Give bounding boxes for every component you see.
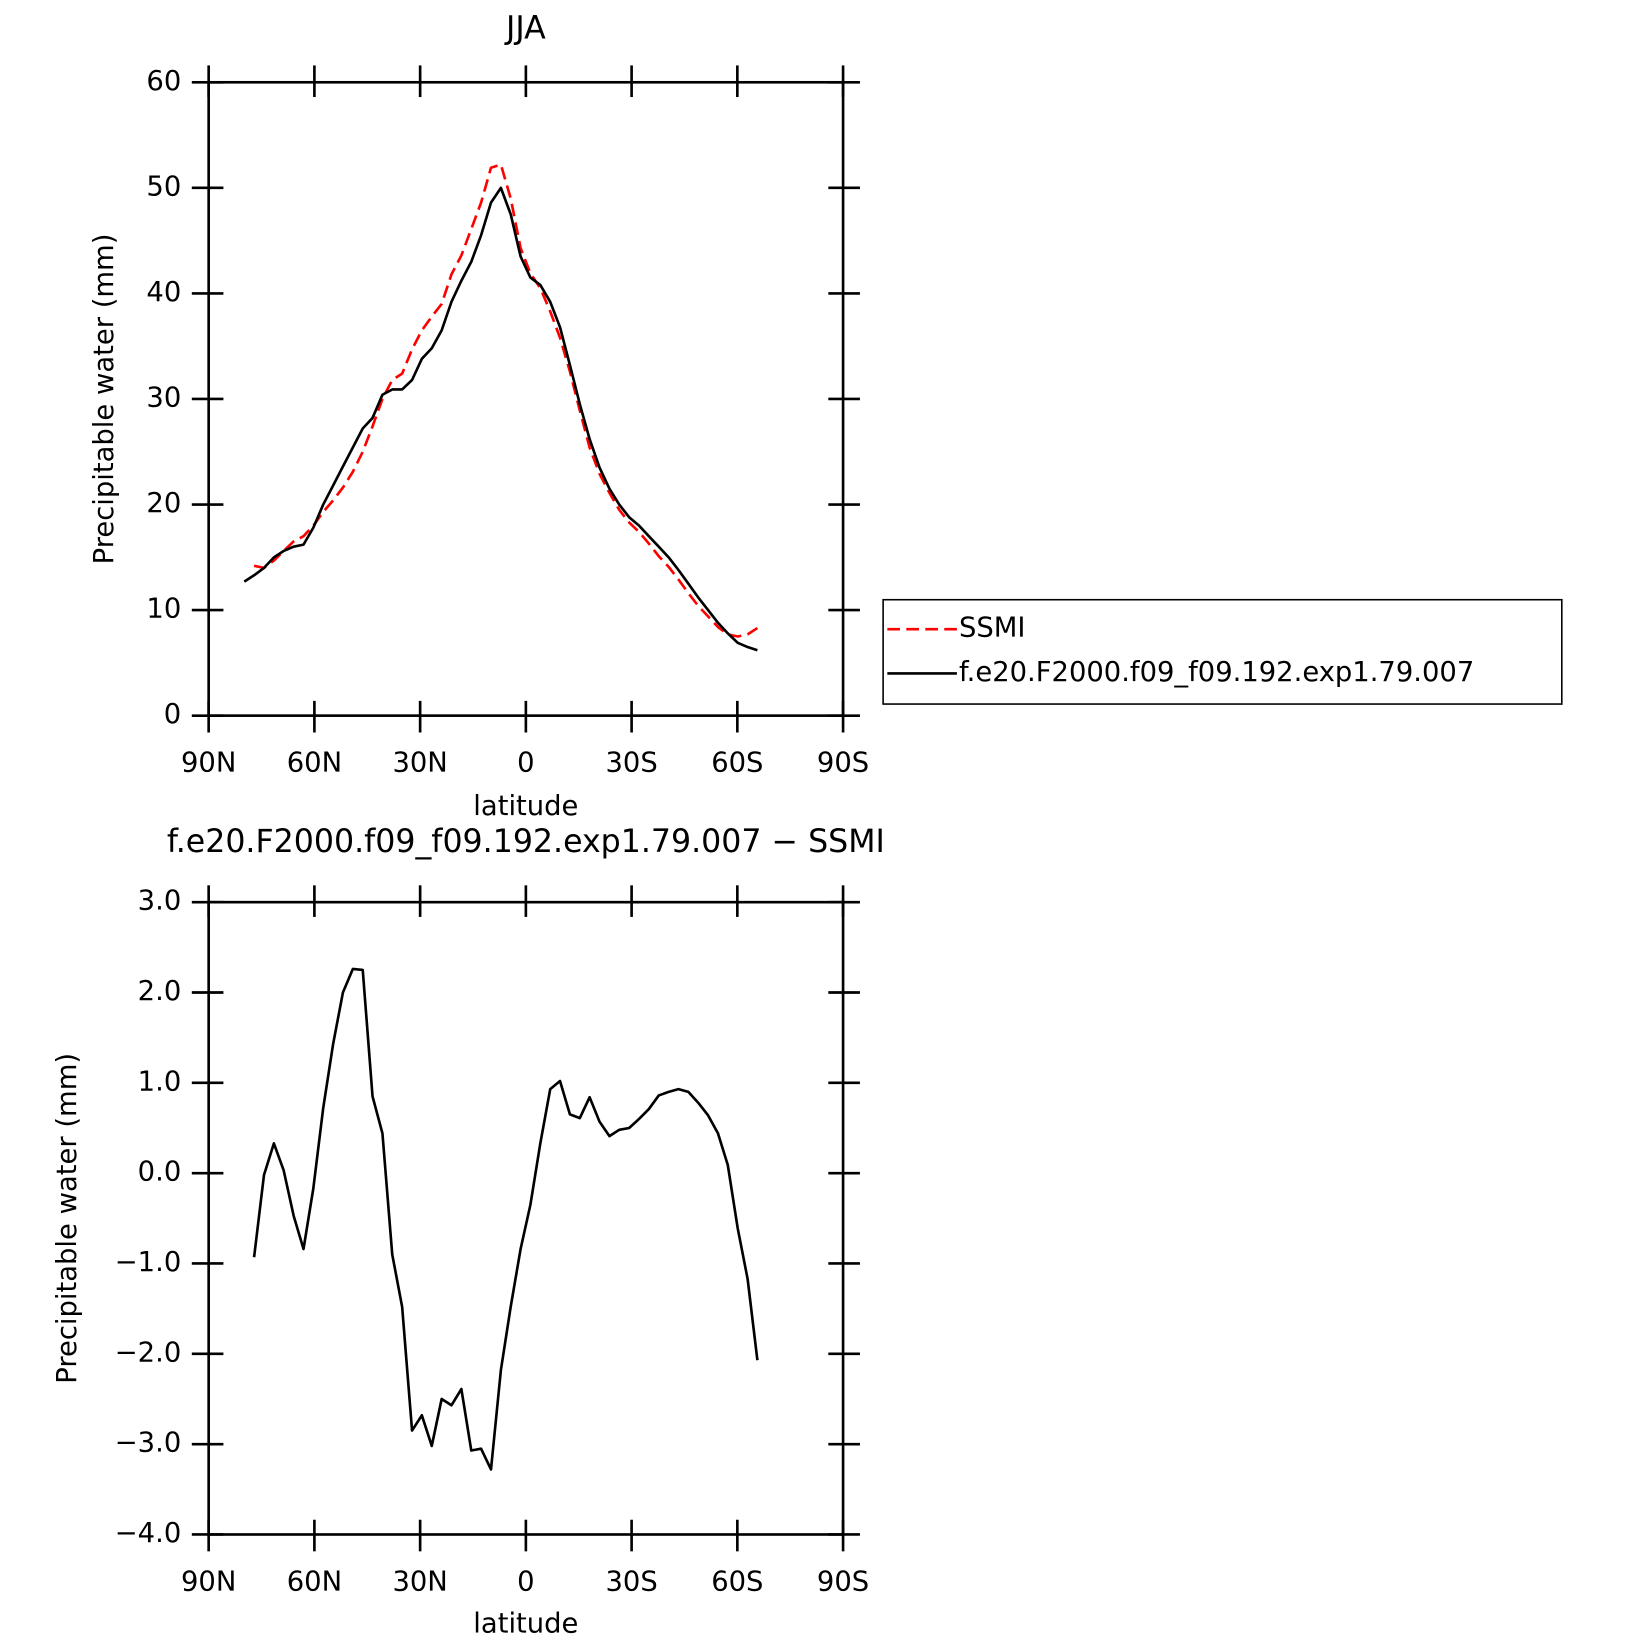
y-tick-label: 1.0 (138, 1066, 182, 1097)
x-tick-label: 30S (605, 748, 657, 779)
y-tick-label: 2.0 (138, 976, 182, 1007)
y-tick-label: −3.0 (115, 1428, 182, 1459)
legend-label: f.e20.F2000.f09_f09.192.exp1.79.007 (959, 657, 1474, 688)
x-tick-label: 60S (711, 1566, 763, 1597)
y-axis-label: Precipitable water (mm) (89, 234, 120, 565)
chart-title: JJA (504, 11, 546, 47)
y-tick-label: 10 (146, 594, 181, 625)
legend-label: SSMI (959, 613, 1025, 644)
y-tick-label: 60 (146, 66, 181, 97)
x-tick-label: 90S (817, 1566, 869, 1597)
x-tick-label: 90N (181, 1566, 236, 1597)
x-tick-label: 0 (517, 1566, 534, 1597)
y-tick-label: 3.0 (138, 886, 182, 917)
legend-box (882, 598, 1563, 705)
x-tick-label: 30S (605, 1566, 657, 1597)
x-tick-label: 0 (517, 748, 534, 779)
x-tick-label: 30N (392, 748, 447, 779)
x-axis-label: latitude (473, 791, 578, 822)
x-tick-label: 60N (287, 1566, 342, 1597)
y-tick-label: −4.0 (115, 1518, 182, 1549)
y-tick-label: −1.0 (115, 1247, 182, 1278)
y-tick-label: 50 (146, 171, 181, 202)
y-axis-label: Precipitable water (mm) (52, 1053, 83, 1384)
y-tick-label: 40 (146, 277, 181, 308)
chart-title: f.e20.F2000.f09_f09.192.exp1.79.007 − SS… (167, 824, 885, 860)
x-tick-label: 90N (181, 748, 236, 779)
y-tick-label: 30 (146, 382, 181, 413)
x-axis-label: latitude (473, 1609, 578, 1640)
y-tick-label: 0.0 (138, 1157, 182, 1188)
data-line (253, 163, 759, 638)
x-tick-label: 60N (287, 748, 342, 779)
y-tick-label: 0 (164, 699, 181, 730)
y-tick-label: 20 (146, 488, 181, 519)
data-line (243, 186, 758, 652)
x-tick-label: 30N (392, 1566, 447, 1597)
y-tick-label: −2.0 (115, 1337, 182, 1368)
x-tick-label: 60S (711, 748, 763, 779)
x-tick-label: 90S (817, 748, 869, 779)
data-line (252, 967, 759, 1471)
